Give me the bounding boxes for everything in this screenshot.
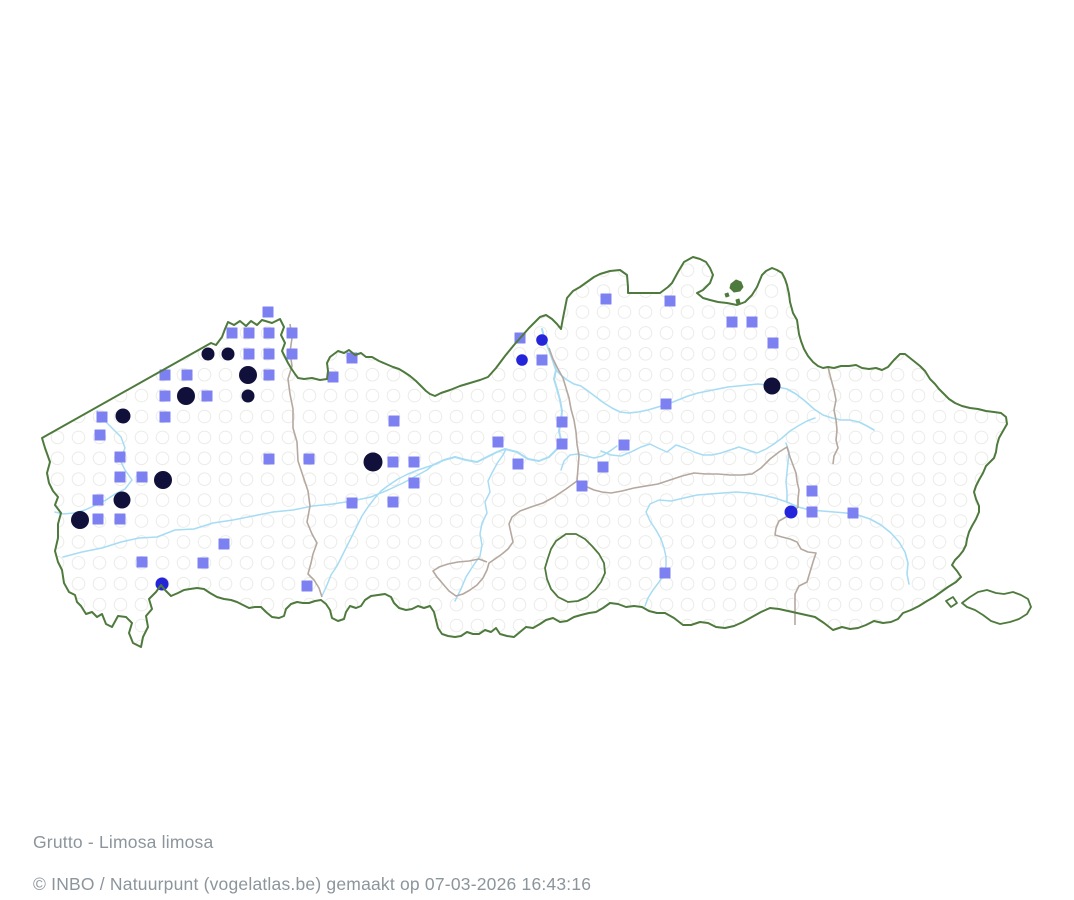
river — [321, 464, 434, 597]
observation-square — [387, 456, 399, 468]
river — [555, 369, 875, 431]
observation-square — [847, 507, 859, 519]
baarle-hertog-enclave — [735, 298, 741, 305]
voeren-enclave-border — [945, 596, 958, 608]
observation-circle — [784, 505, 798, 519]
observation-square — [96, 411, 108, 423]
observation-square — [746, 316, 758, 328]
observation-square — [243, 327, 255, 339]
province-border — [432, 480, 578, 597]
province-border — [548, 347, 817, 625]
observation-square — [408, 456, 420, 468]
observation-square — [218, 538, 230, 550]
observation-square — [664, 295, 676, 307]
observation-square — [301, 580, 313, 592]
observation-square — [387, 496, 399, 508]
observation-circle — [221, 347, 235, 361]
observation-circle — [115, 408, 131, 424]
observation-square — [576, 480, 588, 492]
observation-square — [618, 439, 630, 451]
observation-circle — [516, 354, 528, 366]
observation-circle — [239, 366, 257, 384]
flanders-border — [41, 256, 1008, 648]
observation-square — [159, 390, 171, 402]
observation-square — [492, 436, 504, 448]
river — [454, 448, 507, 602]
observation-square — [201, 390, 213, 402]
observation-square — [114, 513, 126, 525]
observation-square — [136, 471, 148, 483]
observation-square — [159, 411, 171, 423]
observation-square — [92, 494, 104, 506]
observation-square — [263, 327, 275, 339]
observation-square — [226, 327, 238, 339]
observation-circle — [71, 511, 89, 529]
observation-square — [92, 513, 104, 525]
observation-square — [600, 293, 612, 305]
observation-square — [806, 506, 818, 518]
river — [560, 445, 618, 471]
observation-square — [327, 371, 339, 383]
observation-square — [346, 497, 358, 509]
voeren-enclave-border — [961, 589, 1032, 625]
province-border — [827, 366, 839, 465]
observation-circle — [177, 387, 195, 405]
observation-square — [767, 337, 779, 349]
observation-square — [286, 348, 298, 360]
observation-square — [159, 369, 171, 381]
observation-square — [660, 398, 672, 410]
observation-square — [181, 369, 193, 381]
observation-circle — [113, 491, 131, 509]
observation-square — [726, 316, 738, 328]
observation-square — [303, 453, 315, 465]
observation-circle — [154, 471, 172, 489]
observation-square — [806, 485, 818, 497]
observation-square — [659, 567, 671, 579]
observation-square — [114, 451, 126, 463]
observation-square — [408, 477, 420, 489]
river — [644, 491, 788, 607]
observation-square — [536, 354, 548, 366]
observation-square — [556, 438, 568, 450]
observation-square — [512, 458, 524, 470]
observation-square — [243, 348, 255, 360]
observation-square — [263, 453, 275, 465]
observation-square — [263, 348, 275, 360]
observation-circle — [241, 389, 255, 403]
province-border — [287, 323, 323, 598]
copyright-credit: © INBO / Natuurpunt (vogelatlas.be) gema… — [33, 874, 592, 894]
observation-square — [197, 557, 209, 569]
observation-square — [136, 556, 148, 568]
observation-square — [114, 471, 126, 483]
observation-square — [556, 416, 568, 428]
observation-square — [597, 461, 609, 473]
observation-square — [263, 369, 275, 381]
observation-circle — [363, 452, 383, 472]
brussels-enclave-border — [544, 533, 606, 603]
river — [600, 417, 816, 457]
observation-square — [286, 327, 298, 339]
observation-circle — [536, 334, 548, 346]
baarle-hertog-enclave — [729, 279, 744, 293]
observation-circle — [201, 347, 215, 361]
species-title: Grutto - Limosa limosa — [33, 832, 214, 852]
observation-circle — [763, 377, 781, 395]
baarle-hertog-enclave — [724, 292, 730, 298]
observation-square — [388, 415, 400, 427]
river — [62, 464, 434, 558]
observation-square — [94, 429, 106, 441]
observation-square — [262, 306, 274, 318]
